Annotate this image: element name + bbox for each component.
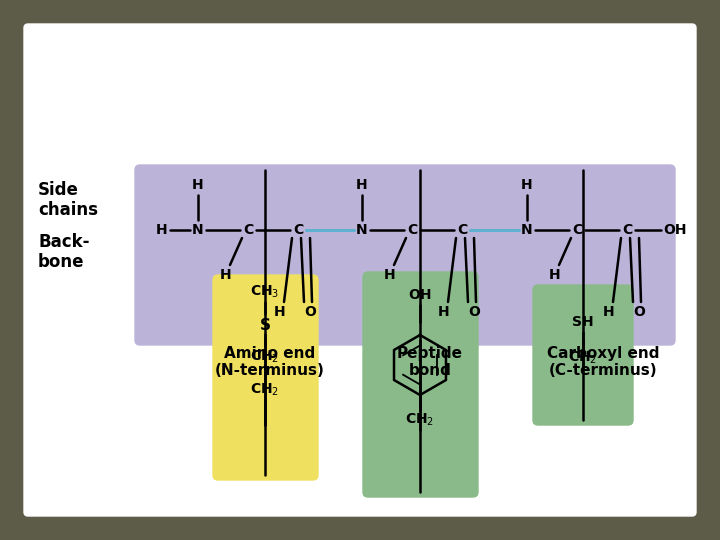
Text: N: N: [192, 223, 204, 237]
FancyBboxPatch shape: [213, 275, 318, 480]
Text: CH$_2$: CH$_2$: [251, 349, 279, 365]
Text: H: H: [549, 268, 561, 282]
Text: H: H: [192, 178, 204, 192]
Text: H: H: [603, 305, 615, 319]
Text: CH$_2$: CH$_2$: [568, 350, 598, 366]
Text: O: O: [304, 305, 316, 319]
Text: CH$_3$: CH$_3$: [251, 284, 279, 300]
Text: S: S: [259, 318, 271, 333]
Text: O: O: [468, 305, 480, 319]
Text: H: H: [156, 223, 168, 237]
Text: H: H: [384, 268, 396, 282]
Text: H: H: [220, 268, 232, 282]
Text: C: C: [407, 223, 417, 237]
Text: O: O: [633, 305, 645, 319]
Text: H: H: [356, 178, 368, 192]
FancyBboxPatch shape: [135, 165, 675, 345]
Text: Amino end
(N-terminus): Amino end (N-terminus): [215, 346, 325, 378]
Text: C: C: [572, 223, 582, 237]
Text: C: C: [293, 223, 303, 237]
Text: C: C: [457, 223, 467, 237]
Text: CH$_2$: CH$_2$: [251, 382, 279, 398]
Text: CH$_2$: CH$_2$: [405, 412, 435, 428]
Text: OH: OH: [663, 223, 687, 237]
FancyBboxPatch shape: [363, 272, 478, 497]
Text: H: H: [438, 305, 450, 319]
Text: H: H: [521, 178, 533, 192]
Text: OH: OH: [408, 288, 432, 302]
FancyBboxPatch shape: [24, 24, 696, 516]
Text: Carboxyl end
(C-terminus): Carboxyl end (C-terminus): [546, 346, 660, 378]
Text: Side
chains: Side chains: [38, 180, 98, 219]
Text: N: N: [521, 223, 533, 237]
Text: C: C: [622, 223, 632, 237]
Text: N: N: [356, 223, 368, 237]
Text: Back-
bone: Back- bone: [38, 233, 89, 272]
Text: H: H: [274, 305, 286, 319]
FancyBboxPatch shape: [533, 285, 633, 425]
Text: C: C: [243, 223, 253, 237]
Text: SH: SH: [572, 315, 594, 329]
Text: Peptide
bond: Peptide bond: [397, 346, 463, 378]
